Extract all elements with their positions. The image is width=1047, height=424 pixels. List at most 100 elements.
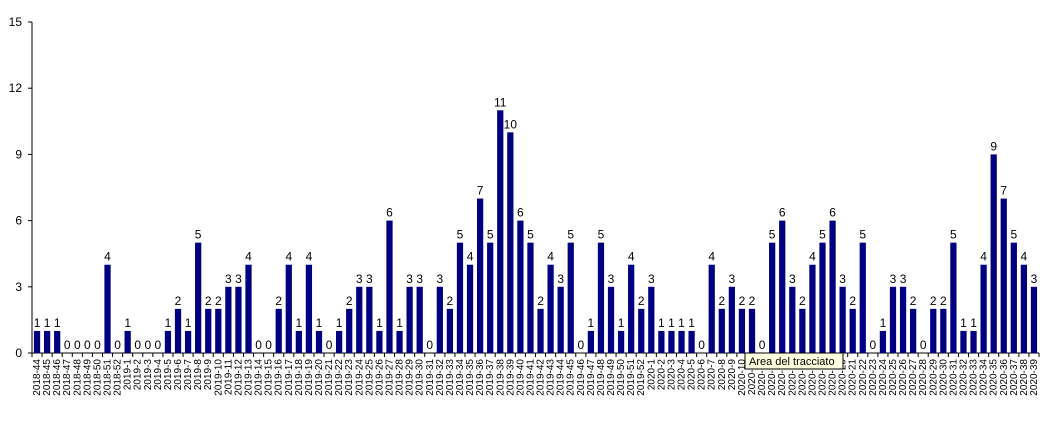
x-tick-label: 2019-3 bbox=[143, 359, 154, 391]
bar bbox=[889, 286, 897, 353]
x-tick-label: 2020-36 bbox=[999, 359, 1010, 396]
data-label: 3 bbox=[608, 272, 615, 286]
bar bbox=[184, 330, 192, 353]
x-tick-label: 2019-40 bbox=[515, 359, 526, 396]
x-tick-label: 2019-23 bbox=[344, 359, 355, 396]
x-tick-label: 2019-51 bbox=[626, 359, 637, 396]
x-tick-label: 2019-46 bbox=[576, 359, 587, 396]
x-tick-label: 2019-48 bbox=[596, 359, 607, 396]
bar bbox=[879, 330, 887, 353]
x-tick-label: 2020-12 bbox=[757, 359, 768, 396]
x-tick-label: 2019-35 bbox=[465, 359, 476, 396]
data-label: 3 bbox=[839, 272, 846, 286]
x-tick-label: 2020-39 bbox=[1029, 359, 1040, 396]
x-tick-label: 2019-11 bbox=[223, 359, 234, 395]
x-tick-label: 2019-28 bbox=[395, 359, 406, 396]
data-label: 3 bbox=[1031, 272, 1038, 286]
x-tick-label: 2019-31 bbox=[425, 359, 436, 396]
bar bbox=[799, 308, 806, 353]
bar bbox=[366, 286, 373, 353]
x-tick-label: 2019-45 bbox=[566, 359, 577, 396]
x-tick-label: 2019-36 bbox=[475, 359, 486, 396]
data-label: 5 bbox=[457, 228, 464, 242]
data-label: 2 bbox=[940, 294, 947, 308]
x-tick-label: 2018-48 bbox=[72, 359, 83, 396]
bar bbox=[769, 242, 776, 353]
x-tick-label: 2019-17 bbox=[284, 359, 295, 396]
x-tick-label: 2019-34 bbox=[455, 359, 466, 396]
data-label: 5 bbox=[567, 228, 574, 242]
x-tick-label: 2019-7 bbox=[183, 359, 194, 391]
bar bbox=[537, 308, 544, 353]
x-tick-label: 2020-26 bbox=[898, 359, 909, 396]
bar bbox=[648, 286, 655, 353]
x-tick-label: 2019-13 bbox=[244, 359, 255, 396]
x-tick-label: 2020-9 bbox=[727, 359, 738, 391]
data-label: 1 bbox=[165, 316, 172, 330]
x-tick-label: 2019-24 bbox=[354, 359, 365, 396]
data-label: 3 bbox=[225, 272, 232, 286]
bar bbox=[396, 330, 403, 353]
x-tick-label: 2018-44 bbox=[32, 359, 43, 396]
bars-group bbox=[33, 110, 1038, 354]
data-label: 0 bbox=[94, 338, 101, 352]
data-label: 1 bbox=[588, 316, 595, 330]
y-tick-label: 9 bbox=[15, 147, 22, 161]
x-tick-label: 2020-27 bbox=[908, 359, 919, 396]
bar bbox=[930, 308, 937, 353]
x-tick-label: 2019-27 bbox=[384, 359, 395, 396]
bar bbox=[517, 220, 524, 353]
x-tick-label: 2020-19 bbox=[828, 359, 839, 396]
x-tick-label: 2019-6 bbox=[173, 359, 184, 391]
x-tick-label: 2018-46 bbox=[52, 359, 63, 396]
x-tick-label: 2020-1 bbox=[646, 359, 657, 391]
data-label: 1 bbox=[336, 316, 343, 330]
x-tick-label: 2018-52 bbox=[113, 359, 124, 396]
y-axis: 0 3 6 9 12 15 bbox=[9, 15, 33, 360]
bar bbox=[386, 220, 393, 353]
data-label: 0 bbox=[255, 338, 262, 352]
bar bbox=[910, 308, 917, 353]
data-label: 2 bbox=[175, 294, 182, 308]
x-tick-label: 2020-20 bbox=[838, 359, 849, 396]
data-label: 5 bbox=[1010, 228, 1017, 242]
bar bbox=[738, 308, 746, 353]
data-label: 0 bbox=[144, 338, 151, 352]
data-label: 5 bbox=[950, 228, 957, 242]
bar bbox=[617, 330, 625, 353]
data-label: 4 bbox=[708, 250, 715, 264]
bar bbox=[487, 242, 494, 353]
bar bbox=[205, 308, 212, 353]
y-tick-label: 15 bbox=[9, 15, 23, 29]
x-tick-label: 2019-8 bbox=[193, 359, 204, 391]
x-tick-label: 2019-21 bbox=[324, 359, 335, 396]
bar bbox=[336, 330, 343, 353]
y-tick-label: 12 bbox=[9, 81, 23, 95]
x-tick-label: 2019-44 bbox=[556, 359, 567, 396]
x-tick-label: 2019-43 bbox=[546, 359, 557, 396]
x-tick-label: 2019-1 bbox=[123, 359, 134, 391]
x-tick-label: 2020-14 bbox=[777, 359, 788, 396]
bar bbox=[235, 286, 242, 353]
x-tick-label: 2020-30 bbox=[938, 359, 949, 396]
bar bbox=[1010, 242, 1017, 353]
data-label: 4 bbox=[285, 250, 292, 264]
tooltip-box bbox=[744, 352, 844, 370]
x-tick-label: 2020-7 bbox=[707, 359, 718, 391]
tooltip-text: Area del tracciato bbox=[749, 356, 835, 368]
bar bbox=[678, 330, 685, 353]
x-tick-label: 2018-49 bbox=[82, 359, 93, 396]
x-tick-label: 2020-16 bbox=[797, 359, 808, 396]
data-label: 6 bbox=[779, 206, 786, 220]
bar bbox=[1020, 264, 1028, 353]
data-label: 2 bbox=[205, 294, 212, 308]
data-label: 2 bbox=[346, 294, 353, 308]
x-tick-label: 2020-18 bbox=[817, 359, 828, 396]
x-tick-label: 2019-30 bbox=[415, 359, 426, 396]
data-label: 3 bbox=[406, 272, 413, 286]
data-label: 0 bbox=[155, 338, 162, 352]
bar bbox=[708, 264, 715, 353]
data-label: 1 bbox=[880, 316, 887, 330]
bar bbox=[124, 330, 131, 353]
x-tick-label: 2019-19 bbox=[304, 359, 315, 396]
